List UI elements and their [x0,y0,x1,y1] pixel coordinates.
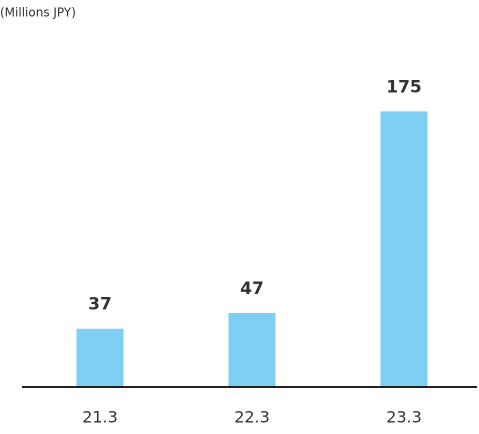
x-tick-label: 21.3 [82,408,118,427]
x-tick-label: 22.3 [234,408,270,427]
value-label: 37 [88,295,112,315]
bar [228,312,276,387]
value-label: 47 [240,279,264,299]
bar [76,328,124,387]
value-label: 175 [386,77,422,97]
chart-title: (Millions JPY) [0,6,76,20]
x-tick-label: 23.3 [386,408,422,427]
bar [380,111,428,387]
